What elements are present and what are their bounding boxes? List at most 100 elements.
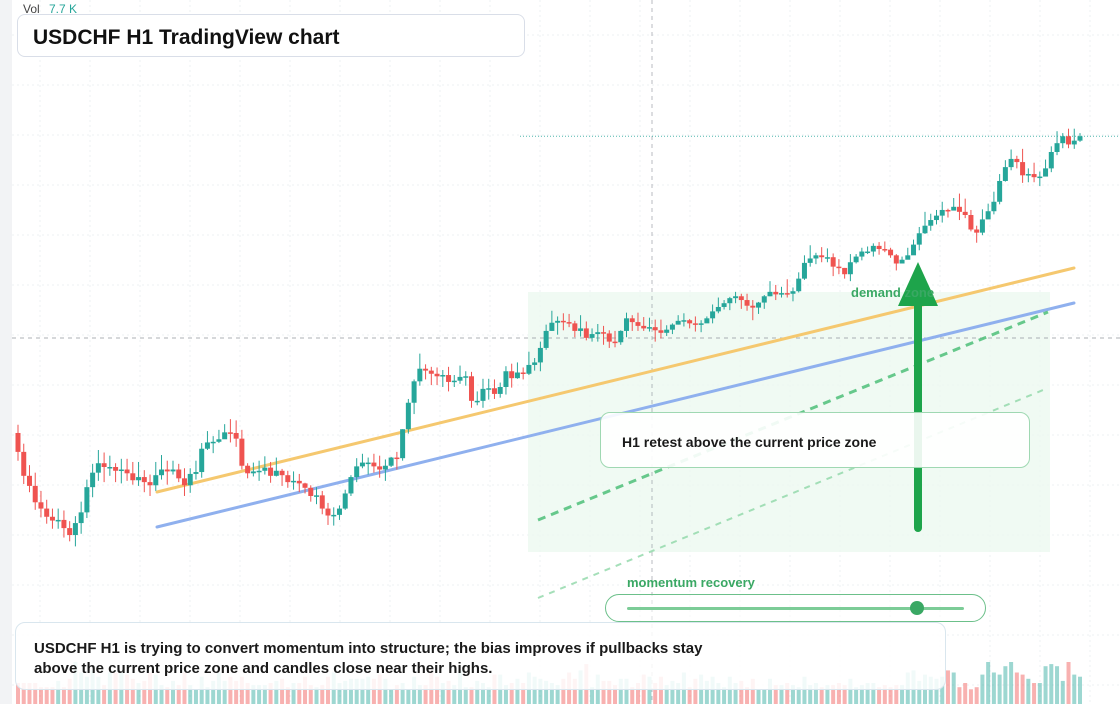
volume-bar — [1026, 678, 1031, 704]
volume-bar — [96, 676, 101, 704]
candle-body — [532, 362, 538, 365]
volume-bar — [1032, 683, 1037, 704]
candle-body — [365, 462, 371, 465]
candle-body — [1060, 136, 1066, 144]
candle-body — [968, 215, 974, 230]
volume-bar — [538, 678, 543, 704]
candle-body — [434, 373, 440, 377]
candle-body — [1043, 168, 1049, 177]
candle-body — [21, 451, 27, 476]
candle-body — [440, 375, 446, 377]
candle-body — [928, 220, 934, 226]
candle-body — [922, 225, 928, 234]
candle-body — [790, 291, 796, 294]
candle-body — [61, 519, 67, 529]
candle-body — [979, 219, 985, 233]
candle-body — [101, 463, 107, 467]
volume-bar — [974, 687, 979, 704]
candle-body — [698, 323, 704, 325]
candle-body — [1008, 158, 1014, 168]
volume-bar — [257, 685, 262, 704]
candle-body — [474, 400, 480, 403]
candle-body — [945, 209, 951, 212]
volume-bar — [509, 683, 514, 704]
candle-body — [405, 402, 411, 430]
candle-body — [302, 483, 308, 488]
candle-body — [933, 215, 939, 221]
volume-bar — [480, 683, 485, 704]
candle-body — [90, 472, 96, 488]
volume-bar — [84, 676, 89, 704]
volume-bar — [21, 683, 26, 704]
volume-bar — [228, 676, 233, 704]
candle-body — [756, 302, 762, 308]
volume-bar — [389, 689, 394, 704]
candle-body — [1077, 136, 1083, 141]
candle-body — [147, 482, 153, 486]
volume-bar — [136, 683, 141, 704]
volume-bar — [27, 683, 32, 704]
candle-body — [888, 249, 894, 256]
volume-bar — [785, 683, 790, 704]
candle-body — [124, 469, 130, 474]
volume-bar — [205, 687, 210, 704]
candle-body — [239, 438, 245, 466]
candle-body — [199, 448, 205, 473]
candle-body — [136, 477, 142, 481]
candle-body — [876, 245, 882, 250]
volume-bar — [842, 685, 847, 704]
volume-bar — [325, 676, 330, 704]
candle-body — [870, 245, 876, 252]
volume-bar — [1009, 662, 1014, 704]
volume-bar — [475, 680, 480, 704]
volume-bar — [308, 685, 313, 704]
candle-body — [359, 462, 365, 467]
volume-bar — [653, 683, 658, 704]
candle-body — [715, 306, 721, 312]
volume-bar — [366, 676, 371, 704]
candle-body — [842, 267, 848, 275]
momentum-gauge-knob[interactable] — [909, 601, 924, 615]
volume-bar — [882, 685, 887, 704]
volume-bar — [928, 676, 933, 704]
volume-bar — [871, 683, 876, 704]
volume-bar — [762, 689, 767, 704]
volume-bar — [710, 676, 715, 704]
candle-body — [773, 291, 779, 295]
volume-bar — [790, 685, 795, 704]
volume-bar — [343, 680, 348, 704]
candle-body — [710, 311, 716, 319]
volume-bar — [888, 687, 893, 704]
retest-callout: H1 retest above the current price zone — [600, 412, 1030, 468]
candle-body — [388, 457, 394, 466]
chart-title: USDCHF H1 TradingView chart — [33, 26, 340, 49]
candle-body — [187, 473, 193, 486]
momentum-gauge-track — [627, 607, 964, 610]
volume-bar — [768, 678, 773, 704]
candle-body — [733, 296, 739, 299]
candle-body — [692, 323, 698, 325]
chart-title-box: USDCHF H1 TradingView chart — [17, 14, 525, 57]
volume-bar — [773, 685, 778, 704]
volume-bar — [957, 687, 962, 704]
volume-bar — [199, 676, 204, 704]
volume-bar — [1060, 680, 1065, 704]
volume-bar — [917, 680, 922, 704]
volume-bar — [16, 683, 20, 704]
volume-bar — [831, 685, 836, 704]
momentum-gauge[interactable] — [605, 594, 986, 622]
volume-bar — [963, 683, 968, 704]
summary-text: USDCHF H1 is trying to convert momentum … — [34, 640, 703, 677]
candle-body — [882, 249, 888, 251]
candle-body — [336, 508, 342, 515]
candle-body — [514, 372, 520, 379]
volume-bar — [590, 687, 595, 704]
volume-bar — [142, 680, 147, 704]
candle-body — [836, 266, 842, 269]
volume-bar — [371, 678, 376, 704]
candle-body — [847, 262, 853, 275]
volume-bar — [435, 676, 440, 704]
volume-bar — [251, 685, 256, 704]
volume-bar — [446, 680, 451, 704]
volume-bar — [521, 683, 526, 704]
